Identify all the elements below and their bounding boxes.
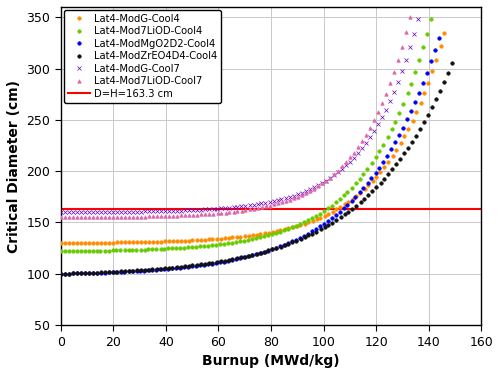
Lat4-ModMgO2D2-Cool4 bbox=[249, 253, 255, 258]
Line: Lat4-ModG-Cool4: Lat4-ModG-Cool4 bbox=[59, 31, 446, 245]
Lat4-ModZrEO4D4-Cool4 bbox=[366, 193, 372, 197]
Lat4-ModMgO2D2-Cool4 bbox=[166, 267, 172, 271]
Lat4-ModZrEO4D4-Cool4 bbox=[162, 266, 168, 271]
Lat4-ModMgO2D2-Cool4 bbox=[221, 259, 227, 264]
Lat4-ModG-Cool4 bbox=[442, 30, 448, 35]
Lat4-Mod7LiOD-Cool4 bbox=[122, 248, 128, 252]
Lat4-ModZrEO4D4-Cool4 bbox=[266, 248, 272, 253]
Lat4-ModG-Cool4 bbox=[278, 228, 283, 232]
Line: Lat4-ModMgO2D2-Cool4: Lat4-ModMgO2D2-Cool4 bbox=[59, 36, 441, 276]
Lat4-Mod7LiOD-Cool4 bbox=[202, 244, 207, 248]
Lat4-ModZrEO4D4-Cool4 bbox=[58, 272, 64, 276]
Lat4-Mod7LiOD-Cool7 bbox=[66, 215, 72, 219]
D=H=163.3 cm bbox=[60, 207, 66, 211]
Lat4-ModG-Cool4 bbox=[354, 194, 360, 198]
Lat4-ModG-Cool7 bbox=[363, 141, 369, 145]
Lat4-ModG-Cool7 bbox=[106, 210, 112, 214]
Lat4-ModG-Cool4 bbox=[250, 233, 256, 237]
Lat4-ModMgO2D2-Cool4 bbox=[261, 250, 267, 254]
Lat4-ModG-Cool4 bbox=[86, 240, 92, 245]
Lat4-Mod7LiOD-Cool4 bbox=[428, 17, 434, 21]
Lat4-Mod7LiOD-Cool7 bbox=[158, 214, 164, 218]
Lat4-ModZrEO4D4-Cool4 bbox=[254, 251, 260, 256]
Lat4-ModG-Cool7 bbox=[166, 209, 172, 213]
Lat4-Mod7LiOD-Cool4 bbox=[213, 242, 219, 247]
Lat4-ModZrEO4D4-Cool4 bbox=[150, 267, 156, 272]
Y-axis label: Critical Diameter (cm): Critical Diameter (cm) bbox=[7, 80, 21, 252]
Lat4-Mod7LiOD-Cool7 bbox=[383, 92, 389, 96]
Lat4-ModG-Cool7 bbox=[306, 187, 312, 192]
Line: Lat4-ModZrEO4D4-Cool4: Lat4-ModZrEO4D4-Cool4 bbox=[59, 62, 454, 276]
Lat4-Mod7LiOD-Cool4 bbox=[281, 228, 287, 232]
Lat4-ModG-Cool7 bbox=[355, 151, 361, 155]
Lat4-ModMgO2D2-Cool4 bbox=[110, 270, 116, 274]
Lat4-ModMgO2D2-Cool4 bbox=[436, 36, 442, 40]
Lat4-ModZrEO4D4-Cool4 bbox=[450, 61, 456, 66]
Lat4-Mod7LiOD-Cool7 bbox=[407, 15, 413, 20]
Legend: Lat4-ModG-Cool4, Lat4-Mod7LiOD-Cool4, Lat4-ModMgO2D2-Cool4, Lat4-ModZrEO4D4-Cool: Lat4-ModG-Cool4, Lat4-Mod7LiOD-Cool4, La… bbox=[64, 10, 221, 103]
Lat4-Mod7LiOD-Cool4 bbox=[154, 247, 160, 251]
Lat4-ModG-Cool7 bbox=[58, 210, 64, 214]
Lat4-ModZrEO4D4-Cool4 bbox=[178, 264, 184, 269]
Lat4-Mod7LiOD-Cool7 bbox=[58, 215, 64, 220]
Line: Lat4-ModG-Cool7: Lat4-ModG-Cool7 bbox=[58, 17, 420, 214]
D=H=163.3 cm bbox=[58, 207, 64, 211]
Lat4-ModMgO2D2-Cool4 bbox=[404, 117, 410, 122]
Line: Lat4-Mod7LiOD-Cool7: Lat4-Mod7LiOD-Cool7 bbox=[59, 15, 412, 219]
Lat4-Mod7LiOD-Cool7 bbox=[154, 214, 160, 219]
Lat4-ModG-Cool4 bbox=[58, 241, 64, 245]
Lat4-ModG-Cool4 bbox=[158, 239, 164, 244]
Lat4-ModMgO2D2-Cool4 bbox=[58, 272, 64, 276]
Lat4-Mod7LiOD-Cool7 bbox=[263, 204, 269, 209]
Lat4-Mod7LiOD-Cool4 bbox=[58, 249, 64, 254]
Lat4-ModG-Cool7 bbox=[399, 69, 405, 74]
Lat4-ModG-Cool7 bbox=[415, 17, 421, 21]
Lat4-ModG-Cool4 bbox=[70, 241, 75, 245]
Lat4-Mod7LiOD-Cool7 bbox=[230, 210, 236, 214]
Line: Lat4-Mod7LiOD-Cool4: Lat4-Mod7LiOD-Cool4 bbox=[59, 18, 433, 253]
Lat4-Mod7LiOD-Cool4 bbox=[336, 197, 342, 201]
X-axis label: Burnup (MWd/kg): Burnup (MWd/kg) bbox=[202, 354, 340, 368]
